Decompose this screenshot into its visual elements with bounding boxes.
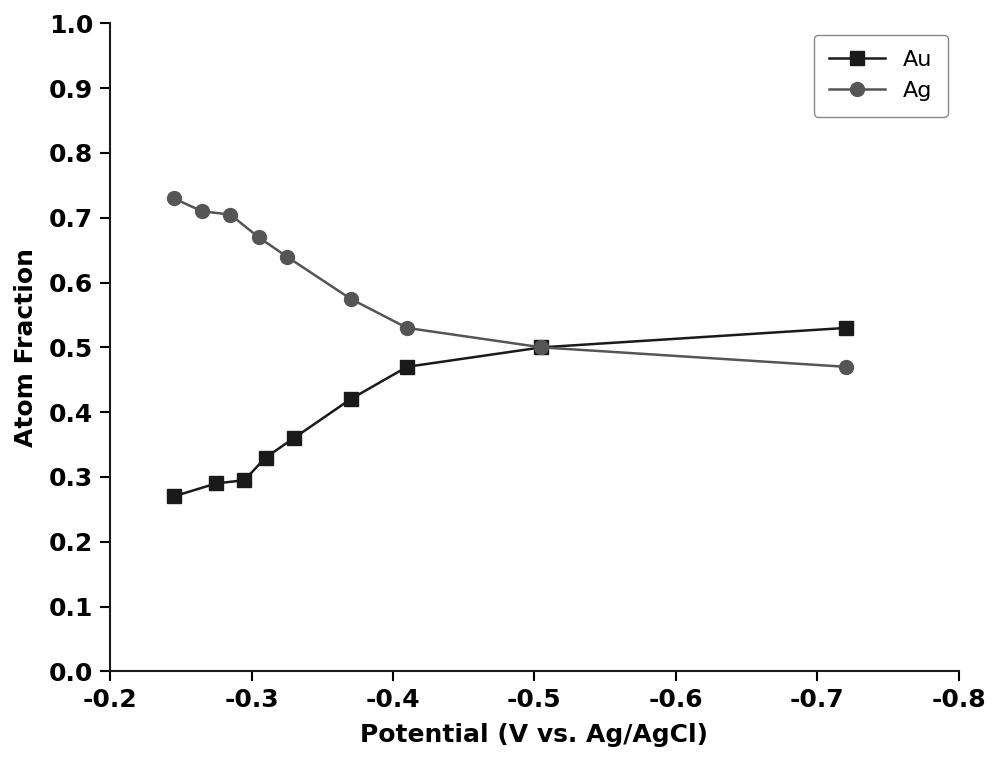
Au xyxy=(168,492,180,501)
Ag xyxy=(224,210,236,219)
Legend: Au, Ag: Au, Ag xyxy=(814,34,948,116)
Ag xyxy=(840,362,852,371)
Ag xyxy=(535,342,547,352)
Y-axis label: Atom Fraction: Atom Fraction xyxy=(14,248,38,447)
Au xyxy=(840,323,852,333)
Line: Au: Au xyxy=(167,321,853,503)
Au xyxy=(345,395,357,404)
Ag xyxy=(168,194,180,203)
Ag xyxy=(196,207,208,216)
Au xyxy=(210,479,222,488)
Line: Ag: Ag xyxy=(167,191,853,374)
Ag xyxy=(345,295,357,304)
Ag xyxy=(281,252,293,261)
X-axis label: Potential (V vs. Ag/AgCl): Potential (V vs. Ag/AgCl) xyxy=(360,723,708,747)
Ag xyxy=(253,233,265,242)
Au xyxy=(238,476,250,485)
Au xyxy=(260,453,272,462)
Ag xyxy=(401,323,413,333)
Au xyxy=(288,434,300,443)
Au xyxy=(401,362,413,371)
Au xyxy=(535,342,547,352)
